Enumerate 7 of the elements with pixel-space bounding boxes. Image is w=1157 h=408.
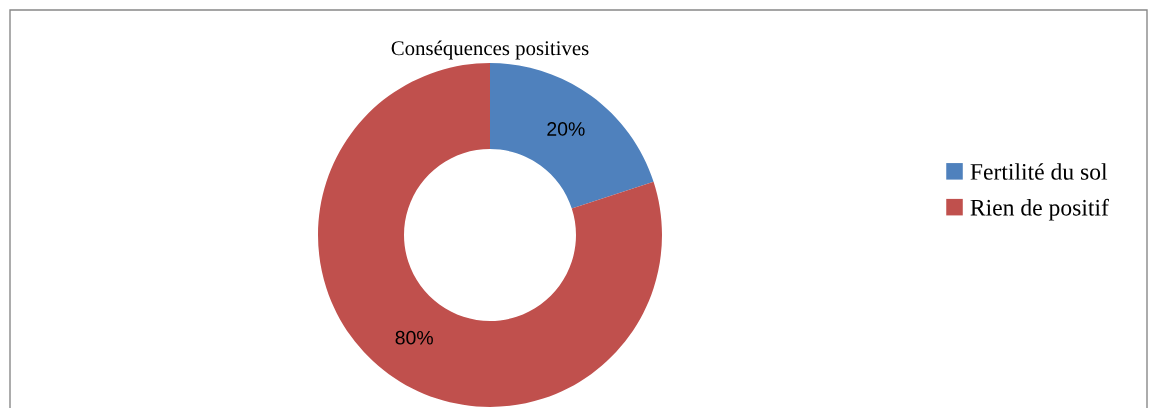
legend-label: Rien de positif	[970, 198, 1109, 221]
donut-slice	[490, 63, 654, 209]
donut-slice	[318, 63, 662, 407]
data-label: 80%	[395, 330, 433, 345]
legend-label: Fertilité du sol	[970, 163, 1108, 180]
data-label: 20%	[547, 122, 585, 136]
chart-title: Conséquences positives	[391, 40, 589, 60]
